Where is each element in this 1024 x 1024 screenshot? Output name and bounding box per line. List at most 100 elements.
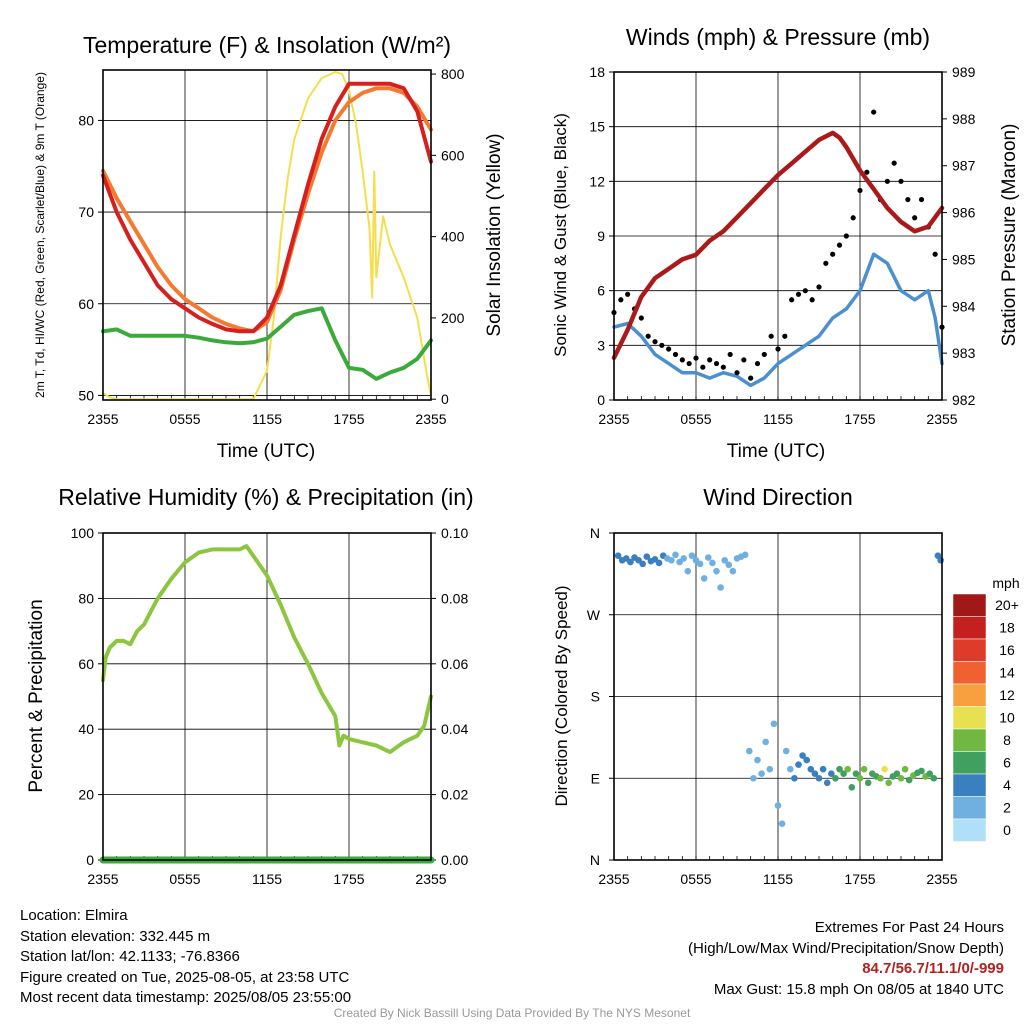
gust-point [809, 297, 815, 303]
direction-point [881, 765, 888, 773]
direction-point [852, 770, 860, 778]
gust-point [898, 178, 904, 184]
humidity-x-tick-label: 1155 [252, 871, 282, 887]
direction-point [877, 774, 884, 782]
direction-point [893, 770, 901, 778]
gust-point [638, 315, 644, 321]
direction-point [832, 774, 839, 782]
gust-point [618, 297, 624, 303]
direction-point [754, 756, 761, 764]
winds-x-tick-label: 2355 [926, 411, 957, 427]
pressure-series-line [611, 130, 945, 361]
direction-point [823, 779, 831, 787]
gust-point [659, 342, 665, 348]
extremes-subtitle: (High/Low/Max Wind/Precipitation/Snow De… [688, 939, 1004, 957]
temperature-x-label: Time (UTC) [217, 441, 316, 462]
gust-point [932, 251, 938, 257]
humidity-y-left-tick-label: 0 [86, 852, 94, 868]
direction-point [807, 765, 815, 773]
colorbar-label: 2 [1003, 800, 1011, 816]
temperature-y-left-tick-label: 60 [78, 296, 94, 312]
temperature-series-line [101, 306, 433, 381]
direction-point [937, 556, 944, 564]
gust-point [700, 364, 706, 370]
direction-point [725, 561, 733, 569]
direction-point [639, 560, 646, 568]
colorbar-swatch [952, 728, 987, 752]
gust-point [802, 288, 808, 294]
winds-y-left-tick-label: 0 [597, 392, 605, 408]
temperature-y-left-tick-label: 70 [78, 204, 94, 220]
direction-point [700, 575, 708, 582]
colorbar-label: 12 [999, 687, 1015, 703]
gust-point [871, 109, 877, 115]
gust-point [891, 160, 897, 166]
colorbar-swatch [952, 773, 987, 797]
direction-point [774, 802, 782, 809]
colorbar-swatch [952, 683, 987, 707]
temperature-series-line [101, 86, 433, 334]
gust-point [836, 242, 843, 248]
direction-y-left-label: Direction (Colored By Speed) [552, 585, 571, 806]
temperature-x-tick-label: 2355 [415, 411, 446, 427]
direction-point [819, 765, 827, 773]
colorbar-label: 4 [1003, 777, 1011, 793]
colorbar-label: 20+ [995, 597, 1019, 613]
gust-point [857, 187, 863, 194]
gust-point [850, 215, 856, 221]
humidity-x-tick-label: 1755 [333, 871, 364, 887]
direction-point [713, 567, 720, 575]
gust-point [645, 333, 651, 339]
winds-y-left-tick-label: 9 [597, 228, 605, 244]
gust-point [686, 360, 692, 367]
direction-point [811, 770, 819, 778]
winds-y-left-tick-label: 6 [597, 283, 605, 299]
direction-point [643, 553, 651, 560]
direction-point [614, 552, 622, 560]
temperature-y-left-label: 2m T, Td, HI/WC (Red, Green, Scarlet/Blu… [33, 72, 47, 398]
winds-x-tick-label: 2355 [598, 411, 629, 427]
direction-point [746, 747, 753, 755]
winds-y-right-tick-label: 984 [952, 298, 976, 314]
gust-point [830, 251, 836, 257]
direction-point [655, 559, 663, 567]
humidity-y-left-tick-label: 80 [78, 590, 94, 606]
direction-point [696, 560, 704, 568]
direction-point [791, 774, 798, 782]
plots-layer: 2355 0555 1155 1755 235550607080020040060080… [71, 64, 1019, 887]
gust-point [625, 291, 631, 297]
colorbar-label: 16 [999, 642, 1015, 658]
gust-point [713, 360, 720, 367]
wind-series-line [612, 252, 944, 388]
humidity-y-right-tick-label: 0.00 [441, 852, 468, 868]
direction-point [778, 820, 786, 827]
direction-point [897, 774, 905, 782]
figure-created: Figure created on Tue, 2025-08-05, at 23… [20, 968, 350, 986]
humidity-y-right-tick-label: 0.06 [441, 656, 468, 672]
temperature-x-tick-label: 1155 [252, 411, 282, 427]
temperature-x-tick-label: 1755 [333, 411, 364, 427]
direction-frame [613, 532, 943, 861]
credit-line: Created By Nick Bassill Using Data Provi… [333, 1006, 691, 1020]
humidity-plot: 2355 0555 1155 1755 2355 0 20 40 60 80 100 0.00 0.02… [71, 525, 469, 887]
direction-point [717, 584, 724, 591]
humidity-y-left-label: Percent & Precipitation [26, 599, 47, 792]
direction-point [901, 765, 909, 773]
temperature-series-line [101, 81, 433, 334]
direction-x-tick-label: 0555 [680, 871, 711, 887]
temperature-panel-title: Temperature (F) & Insolation (W/m²) [83, 32, 451, 58]
colorbar-title: mph [992, 575, 1019, 591]
direction-point [860, 765, 868, 773]
direction-x-tick-label: 2355 [598, 871, 629, 887]
station-latlon: Station lat/lon: 42.1133; -76.8366 [20, 948, 240, 965]
colorbar-label: 18 [999, 620, 1015, 636]
gust-point [693, 355, 699, 361]
direction-point [672, 551, 679, 559]
humidity-y-left-tick-label: 40 [78, 721, 94, 737]
temperature-x-tick-label: 0555 [169, 411, 200, 427]
direction-point [721, 556, 728, 564]
winds-y-right-tick-label: 986 [952, 205, 976, 221]
direction-point [803, 756, 810, 764]
humidity-y-right-tick-label: 0.08 [441, 590, 468, 606]
gust-point [672, 351, 679, 358]
